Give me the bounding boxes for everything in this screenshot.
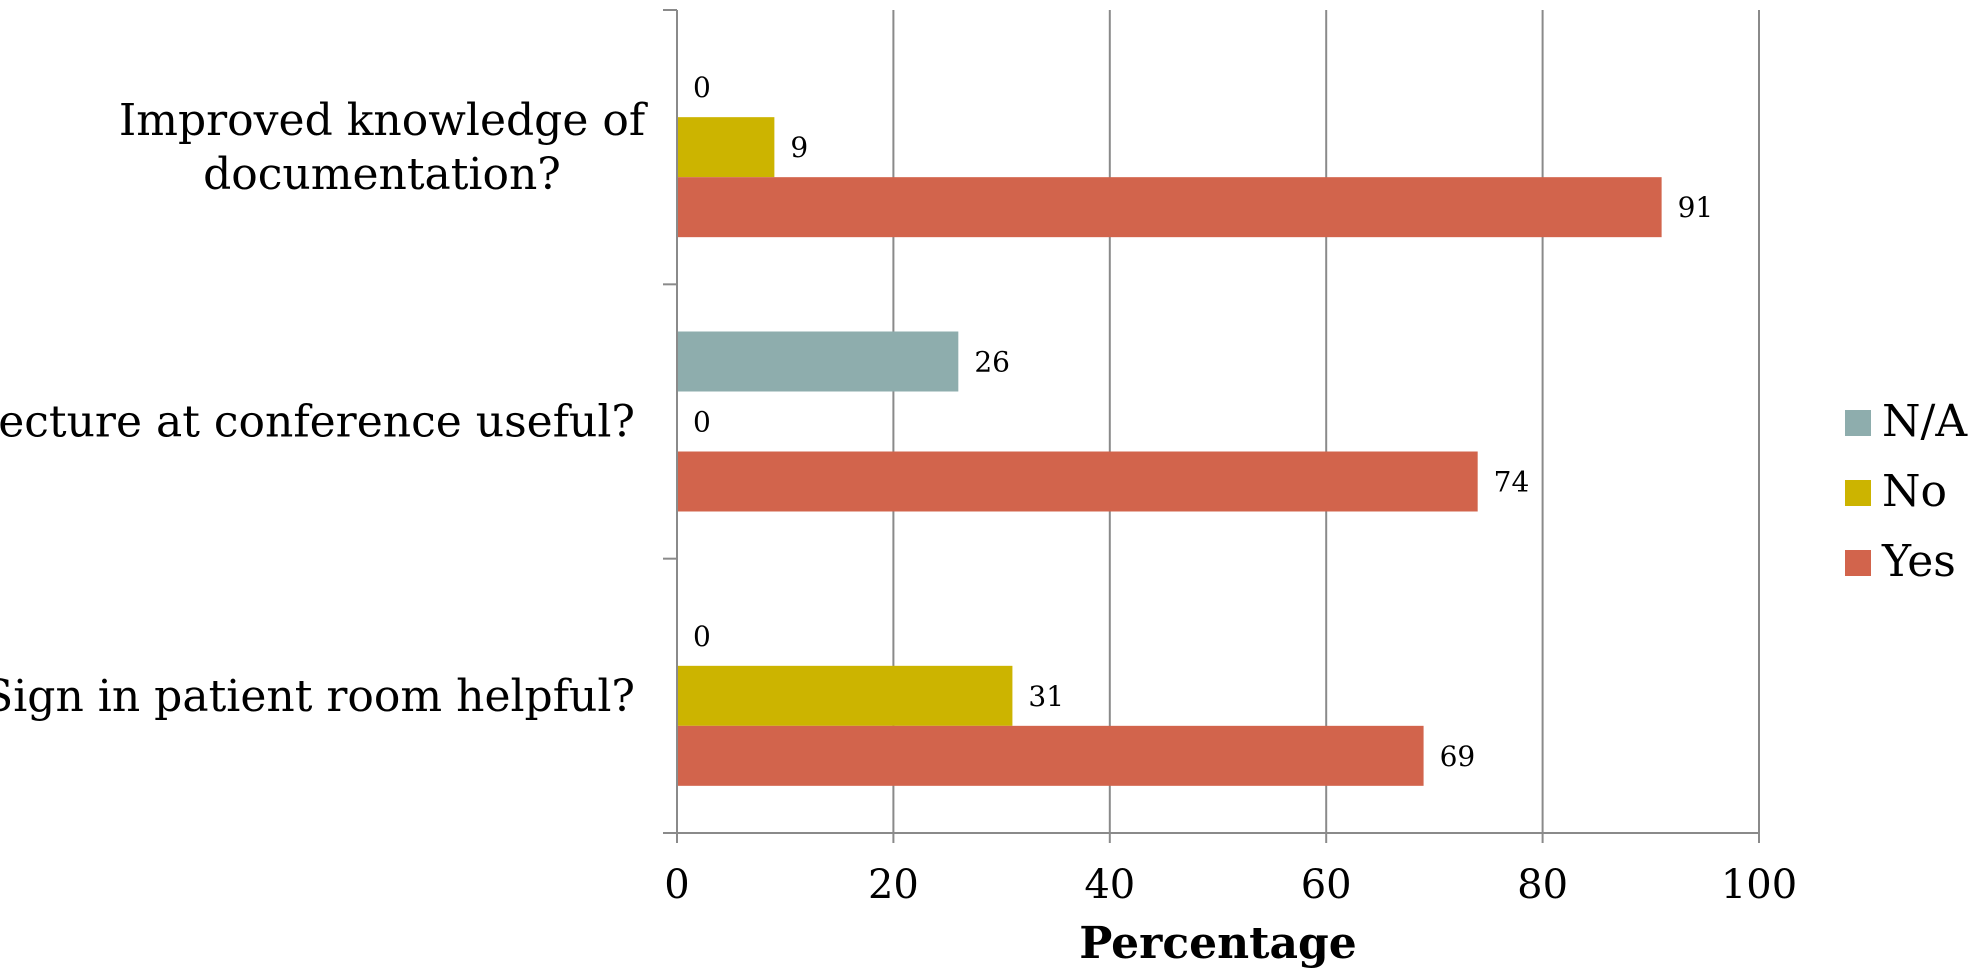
legend-swatch	[1845, 550, 1871, 576]
bar-yes	[677, 725, 1424, 786]
bars	[677, 117, 1662, 786]
x-tick-label: 100	[1721, 862, 1797, 908]
data-label: 26	[974, 346, 1010, 379]
data-label: 0	[693, 71, 711, 104]
x-tick-label: 40	[1084, 862, 1135, 908]
legend-swatch	[1845, 410, 1871, 436]
bar-yes	[677, 177, 1662, 238]
legend: N/A No Yes	[1845, 396, 1968, 587]
bar-n-a	[677, 331, 959, 392]
x-tick-labels: 0 20 40 60 80 100	[664, 862, 1797, 908]
category-label: Improved knowledge of documentation?	[119, 95, 648, 200]
data-label: 91	[1678, 191, 1714, 224]
x-tick-label: 20	[868, 862, 919, 908]
bar-yes	[677, 451, 1478, 512]
category-label: Sign in patient room helpful?	[0, 671, 635, 722]
gridlines	[892, 10, 1760, 833]
data-label: 9	[790, 131, 808, 164]
data-label: 31	[1028, 680, 1064, 713]
bar-no	[677, 117, 775, 178]
data-labels: 0 9 91 26 0 74 0 31 69	[693, 71, 1713, 773]
data-label: 0	[693, 406, 711, 439]
x-axis-title: Percentage	[1079, 918, 1356, 969]
data-label: 0	[693, 620, 711, 653]
bar-no	[677, 665, 1013, 726]
data-label: 74	[1494, 466, 1530, 499]
x-tick-label: 60	[1301, 862, 1352, 908]
legend-label: No	[1882, 466, 1947, 517]
x-tick-label: 80	[1517, 862, 1568, 908]
category-labels: Improved knowledge of documentation? Lectu…	[0, 95, 648, 722]
category-label: Lecture at conference useful?	[0, 397, 635, 448]
x-tick-label: 0	[664, 862, 689, 908]
legend-label: Yes	[1881, 536, 1956, 587]
legend-swatch	[1845, 480, 1871, 506]
legend-label: N/A	[1882, 396, 1968, 447]
axes	[663, 9, 1760, 843]
data-label: 69	[1440, 740, 1476, 773]
